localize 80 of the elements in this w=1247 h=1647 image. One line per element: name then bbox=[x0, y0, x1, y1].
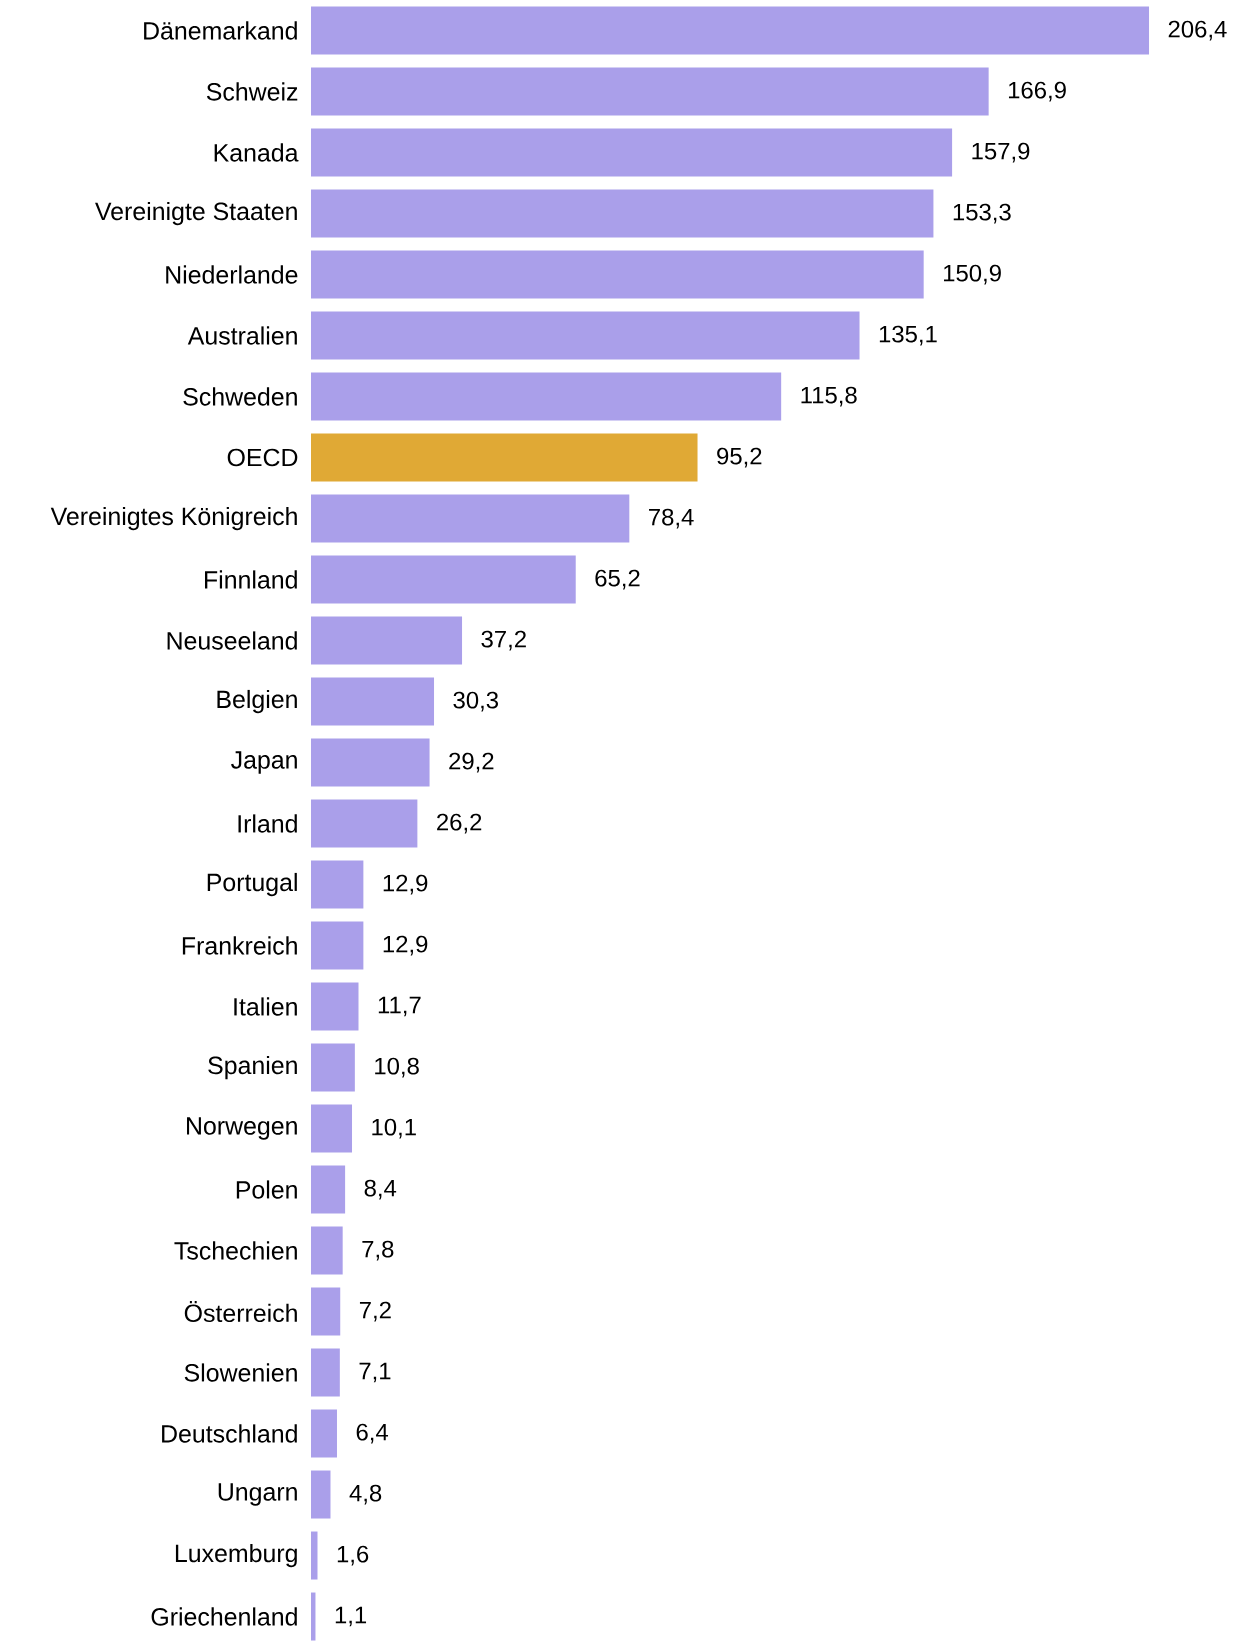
data-label: 12,9 bbox=[383, 935, 428, 956]
y-tick-label: Slowenien bbox=[184, 1363, 297, 1382]
bar bbox=[311, 1043, 355, 1092]
y-tick-label: Portugal bbox=[207, 872, 297, 897]
data-label: 29,2 bbox=[449, 752, 494, 773]
bar bbox=[311, 433, 698, 482]
bar bbox=[311, 128, 953, 177]
data-label: 135,1 bbox=[879, 325, 937, 346]
bar bbox=[311, 1470, 331, 1519]
data-label: 7,8 bbox=[362, 1240, 394, 1261]
bar bbox=[311, 738, 430, 787]
data-label: 37,2 bbox=[481, 630, 526, 651]
y-tick-label: Japan bbox=[231, 751, 297, 774]
bar bbox=[311, 6, 1150, 55]
y-tick-label: Australien bbox=[187, 326, 297, 345]
bar bbox=[311, 67, 989, 116]
data-label: 10,8 bbox=[375, 1057, 419, 1078]
data-label: 206,4 bbox=[1168, 20, 1227, 41]
y-tick-label: Griechenland bbox=[151, 1607, 297, 1626]
bar bbox=[311, 1409, 337, 1458]
bar bbox=[311, 372, 782, 421]
data-label: 11,7 bbox=[378, 996, 421, 1017]
y-tick-label: Frankreich bbox=[182, 936, 297, 955]
data-label: 6,4 bbox=[356, 1423, 389, 1444]
bar bbox=[311, 1348, 340, 1397]
y-tick-label: Vereinigtes Königreich bbox=[50, 506, 297, 531]
data-label: 153,3 bbox=[953, 203, 1011, 224]
bar bbox=[311, 921, 364, 970]
data-label: 115,8 bbox=[801, 386, 857, 407]
y-tick-label: Italien bbox=[234, 997, 297, 1016]
data-label: 150,9 bbox=[944, 264, 1001, 285]
data-label: 12,9 bbox=[383, 874, 428, 895]
y-tick-label: Vereinigte Staaten bbox=[95, 201, 297, 226]
y-tick-label: Polen bbox=[236, 1180, 297, 1199]
bar bbox=[311, 311, 860, 360]
y-tick-label: Norwegen bbox=[187, 1117, 297, 1140]
data-label: 78,4 bbox=[649, 508, 694, 529]
y-tick-label: Schweden bbox=[183, 387, 297, 406]
y-tick-label: Kanada bbox=[214, 143, 299, 162]
bar bbox=[311, 494, 630, 543]
bar bbox=[311, 1226, 343, 1275]
y-tick-label: Tschechien bbox=[174, 1241, 297, 1260]
y-tick-label: Neuseeland bbox=[167, 631, 297, 650]
data-label: 8,4 bbox=[364, 1179, 397, 1200]
bar bbox=[311, 799, 418, 848]
y-tick-label: Belgien bbox=[217, 689, 297, 714]
y-tick-label: Schweiz bbox=[206, 82, 298, 101]
data-label: 95,2 bbox=[717, 447, 762, 468]
bar bbox=[311, 677, 435, 726]
y-tick-label: Spanien bbox=[208, 1055, 297, 1080]
data-label: 65,2 bbox=[595, 569, 640, 590]
y-tick-label: Luxemburg bbox=[175, 1543, 297, 1568]
bar bbox=[311, 1165, 346, 1214]
data-label: 1,1 bbox=[335, 1606, 367, 1627]
y-tick-label: Irland bbox=[238, 814, 297, 833]
bar bbox=[311, 982, 359, 1031]
data-label: 4,8 bbox=[349, 1484, 382, 1505]
data-label: 30,3 bbox=[453, 691, 499, 712]
y-tick-label: Deutschland bbox=[162, 1424, 297, 1443]
bar bbox=[311, 616, 463, 665]
y-tick-label: Österreich bbox=[184, 1300, 297, 1323]
data-label: 157,9 bbox=[972, 142, 1030, 163]
data-label: 10,1 bbox=[372, 1118, 416, 1139]
data-label: 166,9 bbox=[1008, 81, 1066, 102]
data-label: 26,2 bbox=[437, 813, 482, 834]
data-label: 1,6 bbox=[337, 1545, 369, 1566]
bar bbox=[311, 1531, 318, 1580]
y-tick-label: Ungarn bbox=[218, 1483, 297, 1506]
data-label: 7,2 bbox=[359, 1301, 391, 1322]
bar bbox=[311, 1104, 353, 1153]
data-label: 7,1 bbox=[359, 1362, 391, 1383]
bar bbox=[311, 860, 364, 909]
y-tick-label: Dänemarkand bbox=[144, 21, 297, 40]
bar bbox=[311, 1287, 341, 1336]
y-tick-label: OECD bbox=[227, 448, 298, 467]
y-tick-label: Finnland bbox=[205, 570, 297, 589]
bar bbox=[311, 555, 576, 604]
bar bbox=[311, 250, 924, 299]
y-tick-label: Niederlande bbox=[166, 265, 298, 284]
bar bbox=[311, 189, 934, 238]
